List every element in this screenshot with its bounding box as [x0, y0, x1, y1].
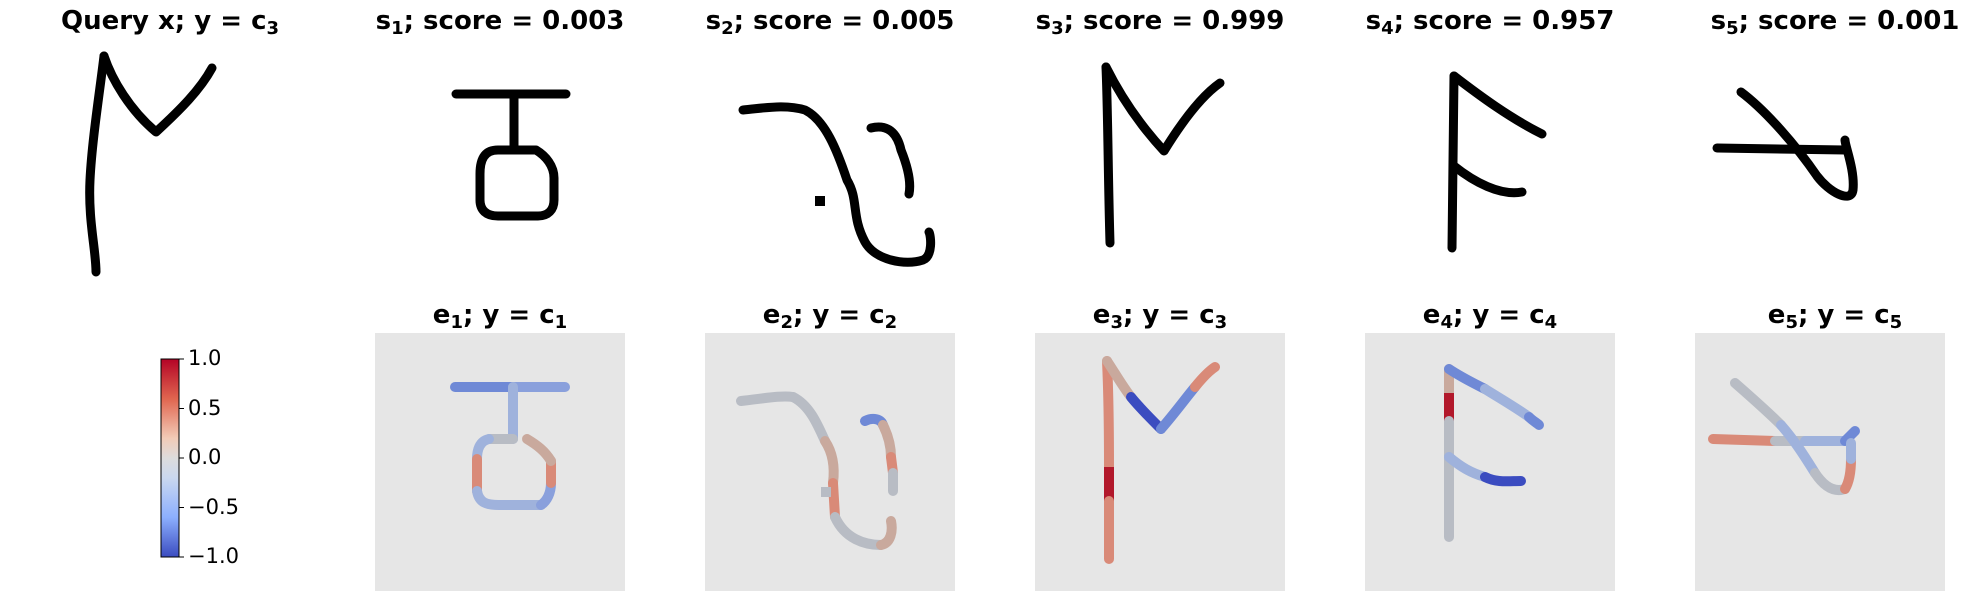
- explanation-3-map: [1035, 333, 1285, 591]
- explanation-4-title: e4; y = c4: [1422, 300, 1558, 333]
- colorbar: [160, 358, 184, 558]
- query-glyph: [60, 40, 290, 280]
- sample-3-title: s3; score = 0.999: [1035, 6, 1285, 39]
- explanation-3-title: e3; y = c3: [1092, 300, 1228, 333]
- explanation-5-map: [1695, 333, 1945, 591]
- explanation-2-map: [705, 333, 955, 591]
- sample-2-glyph: [725, 80, 945, 280]
- colorbar-tick-label: 0.0: [188, 445, 222, 469]
- colorbar-tick-label: 0.5: [188, 396, 222, 420]
- explanation-2-title: e2; y = c2: [762, 300, 898, 333]
- query-title: Query x; y = c3: [60, 6, 280, 39]
- colorbar-tick-label: −0.5: [188, 495, 239, 519]
- sample-4-glyph: [1430, 62, 1560, 262]
- sample-1-title: s1; score = 0.003: [375, 6, 625, 39]
- sample-5-glyph: [1705, 80, 1865, 220]
- sample-1-glyph: [430, 70, 590, 240]
- sample-2-title: s2; score = 0.005: [705, 6, 955, 39]
- explanation-5-title: e5; y = c5: [1767, 300, 1903, 333]
- explanation-4-map: [1365, 333, 1615, 591]
- sample-3-glyph: [1090, 55, 1240, 255]
- explanation-1-map: [375, 333, 625, 591]
- colorbar-tick-label: −1.0: [188, 544, 239, 568]
- sample-5-title: s5; score = 0.001: [1710, 6, 1960, 39]
- sample-4-title: s4; score = 0.957: [1365, 6, 1615, 39]
- explanation-1-title: e1; y = c1: [432, 300, 568, 333]
- colorbar-tick-label: 1.0: [188, 346, 222, 370]
